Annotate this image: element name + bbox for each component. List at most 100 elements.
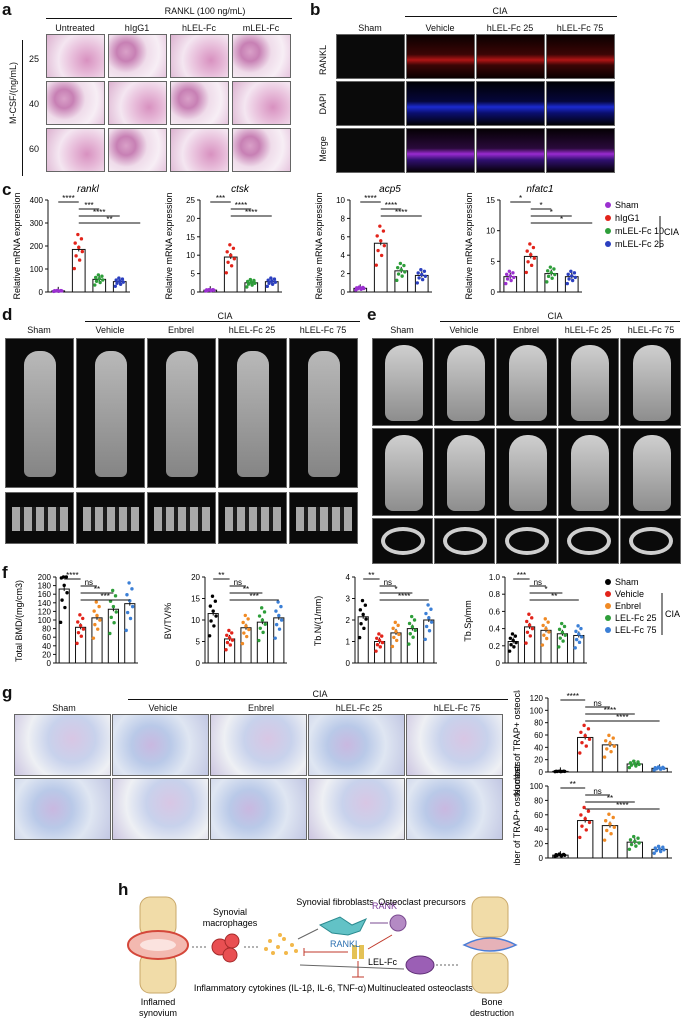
data-point <box>607 812 611 816</box>
y-tick-label: 0 <box>39 288 44 297</box>
data-point <box>423 274 428 278</box>
data-point <box>113 284 118 289</box>
data-point <box>113 594 118 598</box>
g-col-4: hLEL-Fc 75 <box>433 703 481 713</box>
data-point <box>209 619 213 623</box>
h-rank: RANK <box>372 901 397 911</box>
g-histology-image <box>112 778 209 840</box>
data-point <box>110 588 115 593</box>
data-point <box>583 734 587 738</box>
data-point <box>541 623 545 628</box>
e-femur-ct-image <box>434 338 495 426</box>
significance-label: **** <box>93 208 105 217</box>
b-group: CIA <box>492 6 508 16</box>
data-point <box>552 267 556 271</box>
data-point <box>560 630 565 634</box>
data-point <box>429 607 433 611</box>
data-point <box>130 587 134 591</box>
data-point <box>76 232 80 237</box>
f-legend-marker <box>605 579 611 585</box>
a-col-0: Untreated <box>55 23 95 33</box>
femur-shape <box>447 345 485 421</box>
significance-label: * <box>519 194 522 203</box>
e-group: CIA <box>547 311 563 321</box>
data-point <box>212 624 216 628</box>
data-point <box>559 621 564 626</box>
data-point <box>262 610 267 614</box>
data-point <box>244 624 248 628</box>
data-point <box>562 624 567 629</box>
d-paw-ct-image <box>76 338 145 488</box>
f-ylabel: Tb.Sp/mm <box>463 600 473 642</box>
data-point <box>412 618 417 622</box>
data-point <box>587 820 592 825</box>
data-point <box>60 598 64 602</box>
data-point <box>582 805 586 810</box>
data-point <box>420 277 425 282</box>
y-tick-label: 400 <box>30 196 44 205</box>
data-point <box>627 765 632 770</box>
data-point <box>549 270 553 275</box>
data-point <box>359 622 363 626</box>
data-point <box>587 737 592 741</box>
data-point <box>382 243 387 248</box>
data-point <box>207 634 212 638</box>
y-tick-label: 200 <box>38 573 52 582</box>
significance-label: ** <box>551 592 557 601</box>
data-point <box>74 254 78 258</box>
y-tick-label: 200 <box>30 242 44 251</box>
f-legend-marker <box>605 591 611 597</box>
data-point <box>246 617 250 621</box>
fibroblast-illustration <box>318 916 368 936</box>
y-tick-label: 2 <box>346 616 351 625</box>
data-point <box>270 279 274 283</box>
data-point <box>263 622 267 626</box>
data-point <box>214 614 218 618</box>
data-point <box>524 270 529 275</box>
data-point <box>232 257 237 261</box>
data-point <box>246 282 251 286</box>
e-col-4: hLEL-Fc 75 <box>627 325 675 335</box>
data-point <box>603 739 608 743</box>
data-point <box>57 289 61 293</box>
data-point <box>578 751 582 755</box>
data-point <box>130 604 135 609</box>
data-point <box>573 275 578 280</box>
data-point <box>205 288 210 293</box>
data-point <box>108 631 112 636</box>
data-point <box>261 630 265 635</box>
data-point <box>409 614 414 619</box>
panel-label-f: f <box>2 563 8 582</box>
data-point <box>98 280 102 285</box>
y-tick-label: 120 <box>38 607 52 616</box>
data-point <box>243 613 247 618</box>
y-tick-label: 4 <box>346 573 351 582</box>
y-tick-label: 100 <box>38 616 52 625</box>
data-point <box>583 816 587 821</box>
data-point <box>413 628 417 633</box>
b-col-3: hLEL-Fc 75 <box>556 23 604 33</box>
data-point <box>602 755 607 759</box>
h-inflamed-line1: Inflamed <box>141 997 176 1007</box>
y-tick-label: 20 <box>42 650 51 659</box>
joint-section-shape <box>154 507 210 531</box>
e-femur-ct-image <box>372 338 433 426</box>
data-point <box>512 275 516 280</box>
bar <box>523 255 538 293</box>
data-point <box>227 636 232 640</box>
data-point <box>118 282 123 286</box>
y-tick-label: 40 <box>534 743 543 752</box>
significance-label: ** <box>368 571 374 580</box>
data-point <box>605 828 609 833</box>
c-ylabel: Relative mRNA expression <box>464 192 474 299</box>
data-point <box>545 269 550 273</box>
y-tick-label: 4 <box>341 251 346 260</box>
data-point <box>417 276 421 280</box>
significance-label: **** <box>567 692 579 701</box>
y-tick-label: 140 <box>38 599 52 608</box>
